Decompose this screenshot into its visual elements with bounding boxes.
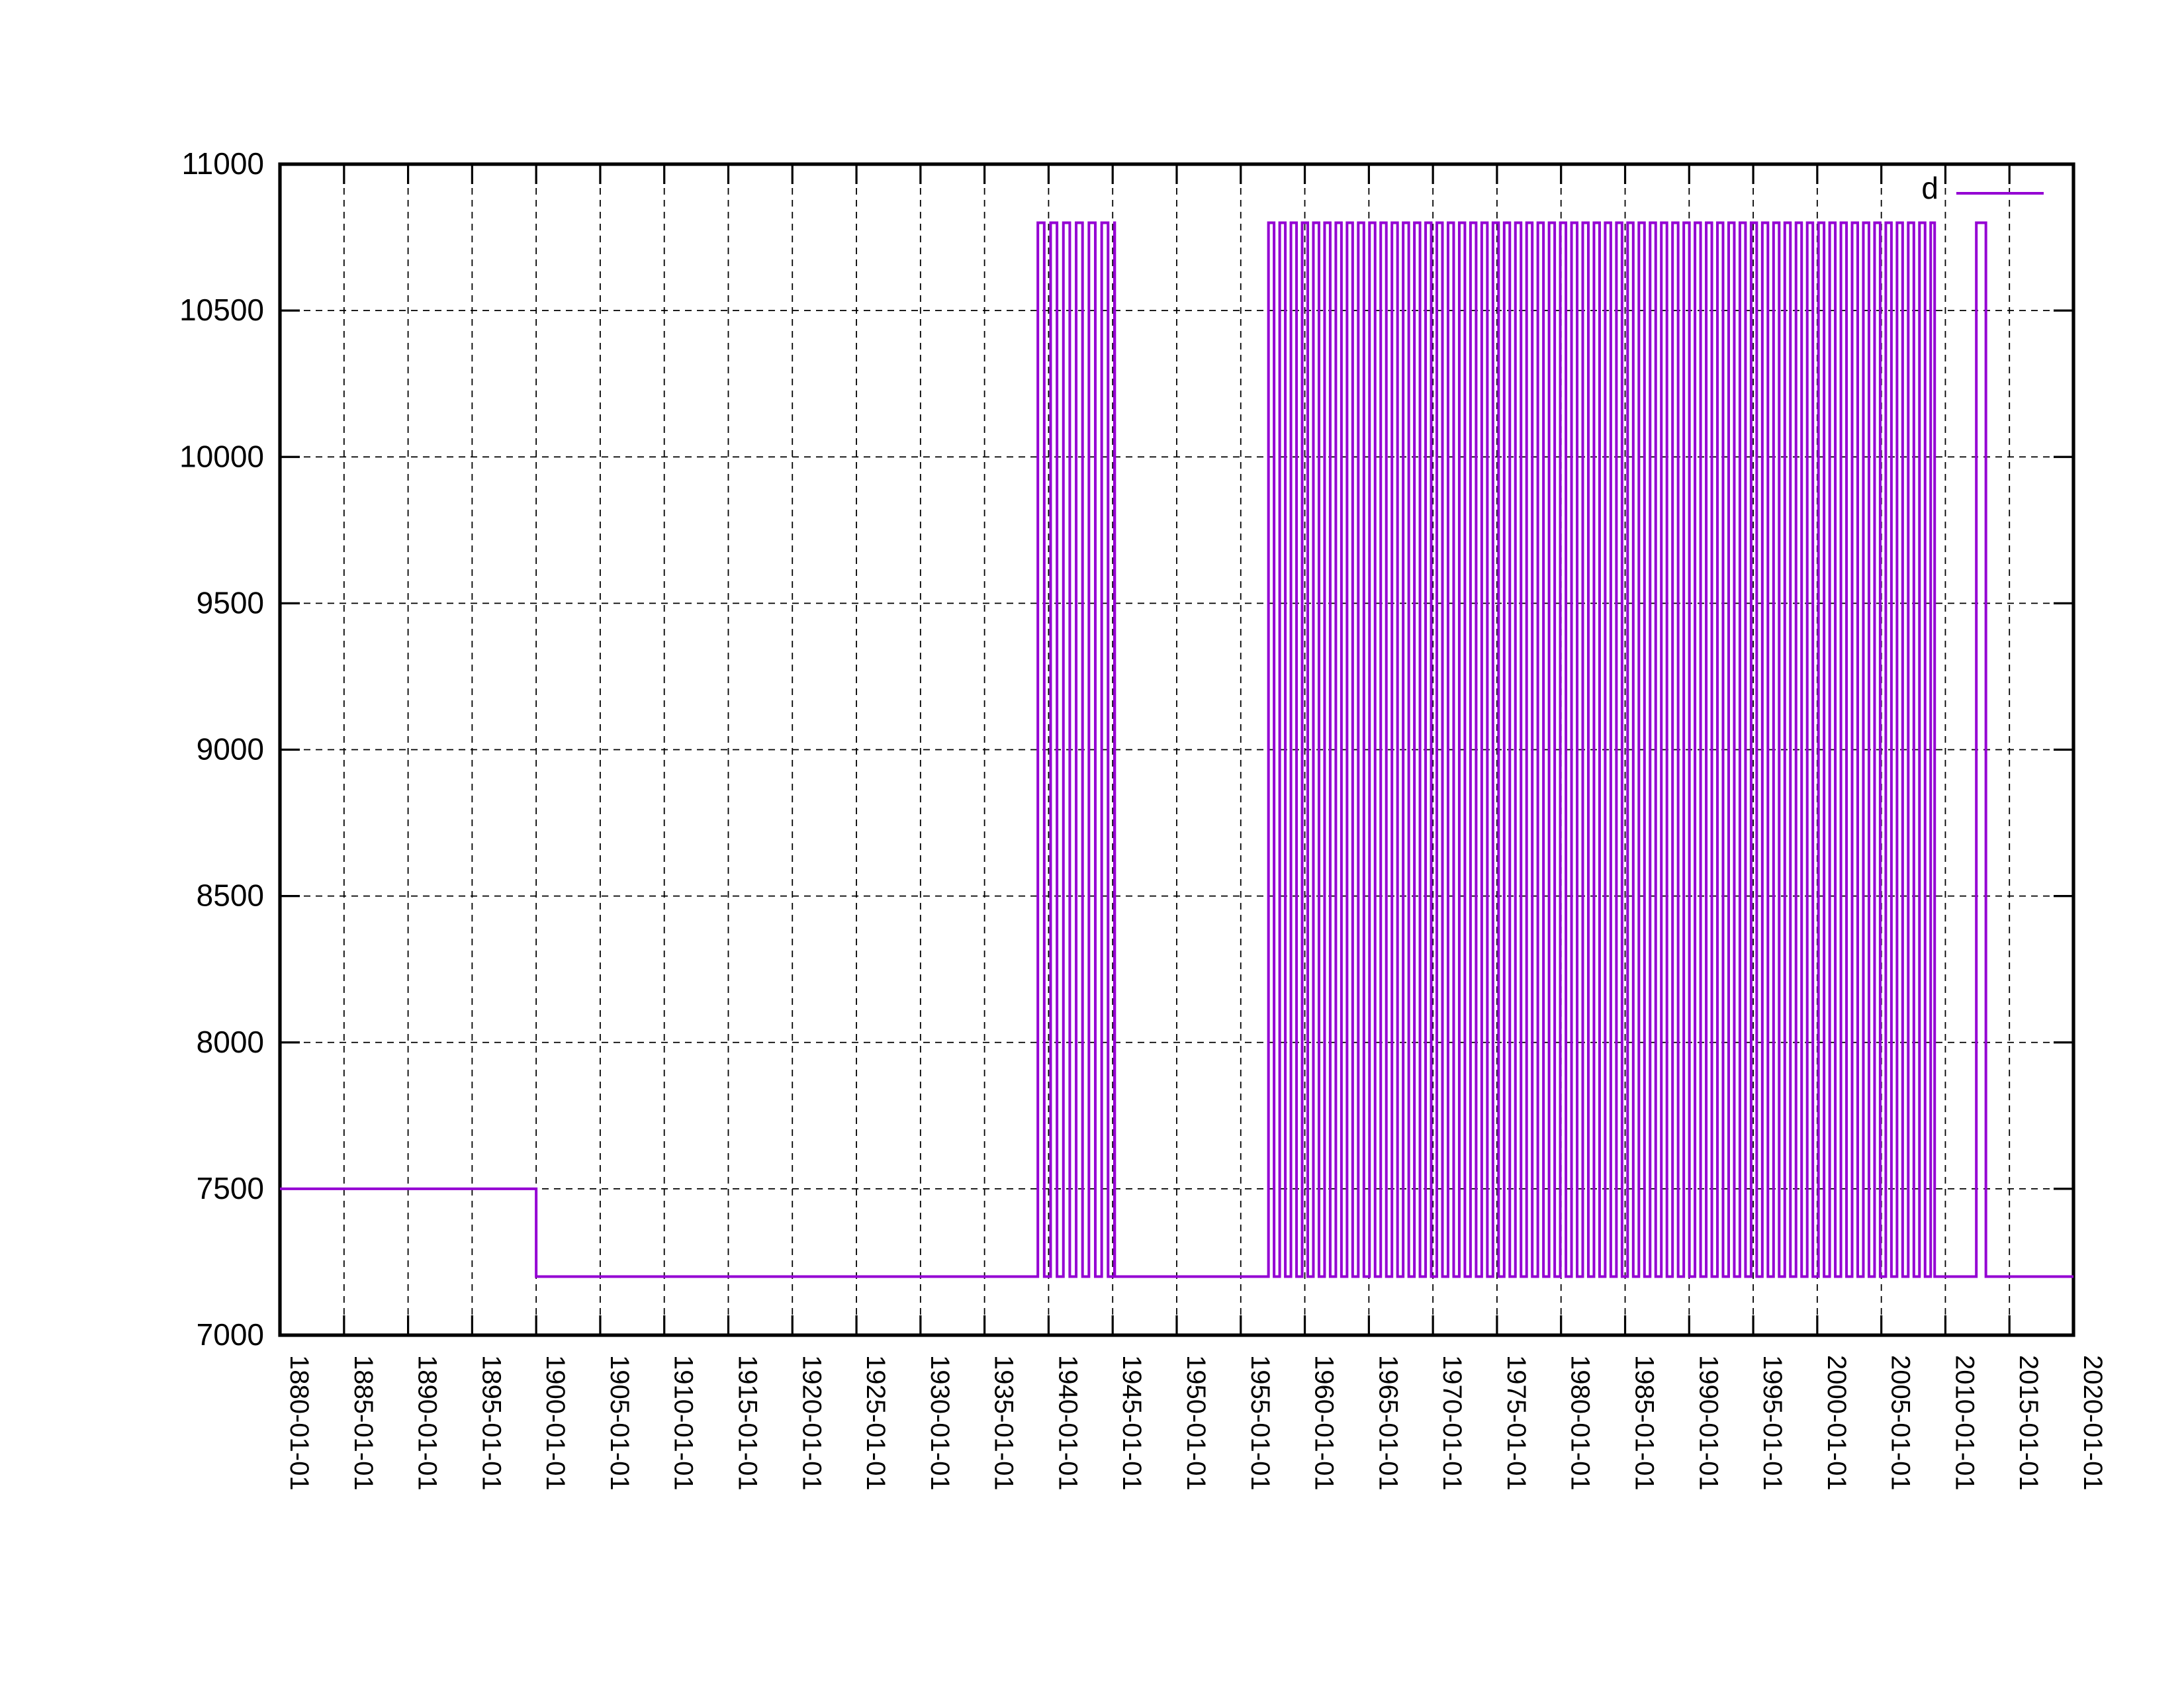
svg-text:10500: 10500 — [179, 293, 264, 327]
svg-text:7000: 7000 — [197, 1317, 264, 1352]
svg-text:2010-01-01: 2010-01-01 — [1950, 1355, 1979, 1491]
svg-text:1880-01-01: 1880-01-01 — [285, 1355, 314, 1491]
svg-text:1890-01-01: 1890-01-01 — [413, 1355, 442, 1491]
svg-text:1940-01-01: 1940-01-01 — [1053, 1355, 1082, 1491]
svg-text:d: d — [1921, 171, 1938, 205]
svg-text:1975-01-01: 1975-01-01 — [1502, 1355, 1531, 1491]
svg-text:1905-01-01: 1905-01-01 — [605, 1355, 634, 1491]
svg-text:1970-01-01: 1970-01-01 — [1437, 1355, 1467, 1491]
svg-text:1985-01-01: 1985-01-01 — [1630, 1355, 1659, 1491]
svg-text:7500: 7500 — [197, 1171, 264, 1205]
svg-text:1900-01-01: 1900-01-01 — [541, 1355, 570, 1491]
svg-text:1920-01-01: 1920-01-01 — [797, 1355, 826, 1491]
svg-text:9000: 9000 — [197, 732, 264, 767]
svg-text:1910-01-01: 1910-01-01 — [669, 1355, 698, 1491]
svg-text:1930-01-01: 1930-01-01 — [925, 1355, 954, 1491]
svg-text:1955-01-01: 1955-01-01 — [1246, 1355, 1275, 1491]
svg-text:8500: 8500 — [197, 878, 264, 913]
svg-text:8000: 8000 — [197, 1025, 264, 1059]
svg-text:1885-01-01: 1885-01-01 — [349, 1355, 378, 1491]
svg-text:2005-01-01: 2005-01-01 — [1886, 1355, 1915, 1491]
svg-text:1925-01-01: 1925-01-01 — [861, 1355, 890, 1491]
svg-text:1960-01-01: 1960-01-01 — [1310, 1355, 1339, 1491]
svg-text:11000: 11000 — [181, 146, 264, 181]
svg-text:10000: 10000 — [179, 439, 264, 473]
svg-text:1895-01-01: 1895-01-01 — [477, 1355, 506, 1491]
svg-text:1945-01-01: 1945-01-01 — [1117, 1355, 1146, 1491]
svg-text:1950-01-01: 1950-01-01 — [1181, 1355, 1210, 1491]
svg-text:1915-01-01: 1915-01-01 — [733, 1355, 762, 1491]
svg-text:1990-01-01: 1990-01-01 — [1694, 1355, 1723, 1491]
svg-text:1935-01-01: 1935-01-01 — [989, 1355, 1019, 1491]
svg-text:9500: 9500 — [197, 585, 264, 620]
svg-text:2020-01-01: 2020-01-01 — [2078, 1355, 2107, 1491]
svg-text:2015-01-01: 2015-01-01 — [2014, 1355, 2043, 1491]
svg-text:1965-01-01: 1965-01-01 — [1373, 1355, 1402, 1491]
svg-text:1995-01-01: 1995-01-01 — [1758, 1355, 1787, 1491]
svg-text:1980-01-01: 1980-01-01 — [1566, 1355, 1595, 1491]
svg-text:2000-01-01: 2000-01-01 — [1822, 1355, 1851, 1491]
